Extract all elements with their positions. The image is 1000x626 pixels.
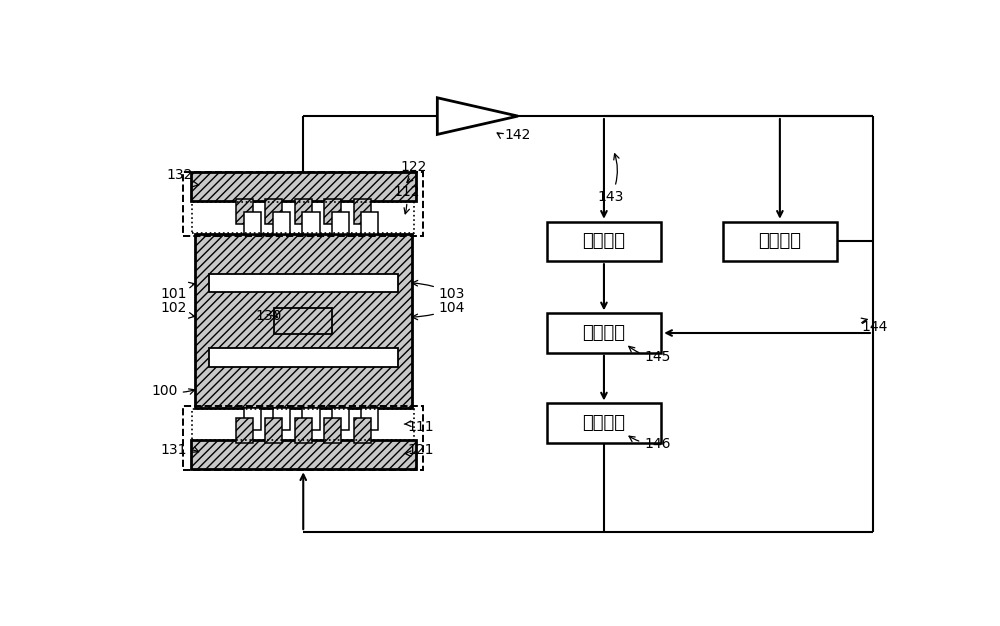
Text: 146: 146 (629, 436, 671, 451)
Text: 自动增益: 自动增益 (582, 414, 625, 432)
Bar (324, 199, 341, 224)
Text: 144: 144 (861, 321, 888, 334)
Text: 100: 100 (151, 384, 195, 398)
Bar (332, 408, 349, 430)
Bar (547, 313, 661, 353)
Text: 104: 104 (412, 301, 465, 320)
Bar (236, 418, 253, 443)
Bar (361, 408, 378, 430)
Text: 121: 121 (404, 443, 434, 457)
Text: 幅度读出: 幅度读出 (582, 232, 625, 250)
Bar (361, 212, 378, 234)
Bar (295, 418, 312, 443)
Bar (183, 406, 423, 470)
Text: 112: 112 (393, 185, 420, 214)
Bar (302, 212, 320, 234)
Polygon shape (437, 98, 518, 135)
Text: 145: 145 (629, 346, 671, 364)
Bar (192, 409, 414, 439)
Bar (354, 418, 371, 443)
Text: 102: 102 (161, 301, 195, 318)
Text: 幅度校正: 幅度校正 (582, 324, 625, 342)
Bar (302, 408, 320, 430)
Bar (183, 172, 423, 235)
Bar (195, 234, 412, 408)
Bar (273, 408, 290, 430)
Text: 132: 132 (167, 168, 199, 187)
Text: 142: 142 (497, 128, 531, 142)
Bar (191, 441, 416, 470)
Text: 103: 103 (412, 280, 465, 301)
Bar (273, 212, 290, 234)
Bar (265, 199, 282, 224)
Bar (295, 199, 312, 224)
Bar (244, 408, 261, 430)
Bar (274, 308, 332, 334)
Bar (332, 212, 349, 234)
Bar (265, 418, 282, 443)
Bar (324, 418, 341, 443)
Bar (354, 199, 371, 224)
Bar (547, 403, 661, 443)
Text: 130: 130 (255, 309, 282, 323)
Bar (236, 199, 253, 224)
Bar (723, 222, 837, 261)
Text: 122: 122 (401, 160, 427, 183)
Text: 111: 111 (404, 420, 434, 434)
Text: 143: 143 (598, 154, 624, 203)
Text: 频率读出: 频率读出 (758, 232, 801, 250)
Bar (209, 349, 398, 367)
Bar (244, 212, 261, 234)
Bar (209, 274, 398, 292)
Text: 101: 101 (161, 282, 195, 301)
Bar (192, 202, 414, 233)
Bar (547, 222, 661, 261)
Text: 131: 131 (161, 443, 199, 457)
Bar (191, 173, 416, 202)
